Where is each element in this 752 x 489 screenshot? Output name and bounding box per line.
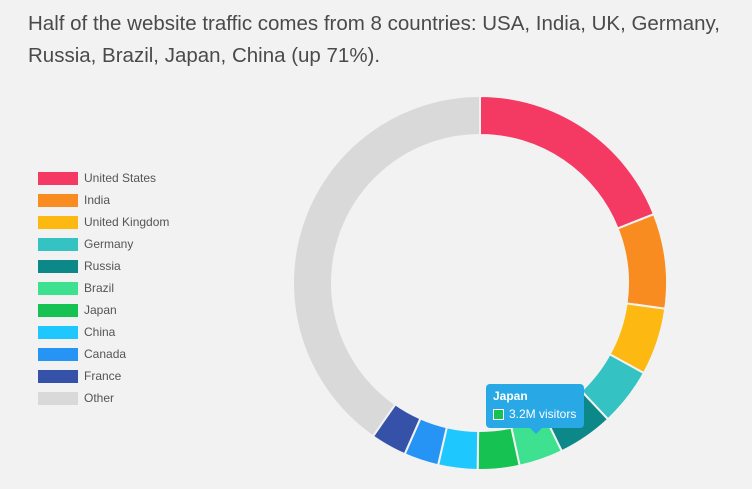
legend-swatch <box>38 281 78 295</box>
legend-item-china[interactable]: China <box>38 321 169 343</box>
legend-item-india[interactable]: India <box>38 189 169 211</box>
tooltip-title: Japan <box>493 389 528 403</box>
tooltip-caret <box>530 428 542 434</box>
slice-india[interactable] <box>616 212 668 310</box>
tooltip-row: 3.2M visitors <box>493 407 576 421</box>
legend-swatch <box>38 369 78 383</box>
legend-label: India <box>84 193 111 207</box>
legend-item-other[interactable]: Other <box>38 387 169 409</box>
legend-item-canada[interactable]: Canada <box>38 343 169 365</box>
legend-item-united-kingdom[interactable]: United Kingdom <box>38 211 169 233</box>
legend-swatch <box>38 391 78 405</box>
legend-swatch <box>38 325 78 339</box>
legend-label: China <box>84 325 116 339</box>
legend-swatch <box>38 237 78 251</box>
legend-item-russia[interactable]: Russia <box>38 255 169 277</box>
legend-item-germany[interactable]: Germany <box>38 233 169 255</box>
tooltip-swatch <box>493 408 504 420</box>
legend-label: Russia <box>84 259 121 273</box>
legend-swatch <box>38 193 78 207</box>
legend-label: Brazil <box>84 281 115 295</box>
legend-label: Other <box>84 391 115 405</box>
chart-title: Half of the website traffic comes from 8… <box>28 12 720 67</box>
legend-swatch <box>38 259 78 273</box>
chart-legend: United States India United Kingdom Germany R… <box>38 167 169 409</box>
legend-label: Canada <box>84 347 127 361</box>
legend-label: United Kingdom <box>84 215 170 229</box>
chart-tooltip: Japan 3.2M visitors <box>486 384 584 434</box>
legend-item-brazil[interactable]: Brazil <box>38 277 169 299</box>
legend-swatch <box>38 303 78 317</box>
legend-swatch <box>38 347 78 361</box>
legend-item-france[interactable]: France <box>38 365 169 387</box>
legend-label: Japan <box>84 303 117 317</box>
legend-item-united-states[interactable]: United States <box>38 167 169 189</box>
slice-japan[interactable] <box>476 426 521 471</box>
legend-item-japan[interactable]: Japan <box>38 299 169 321</box>
tooltip-value: 3.2M visitors <box>509 407 577 421</box>
legend-label: Germany <box>84 237 134 251</box>
legend-label: France <box>84 369 122 383</box>
legend-label: United States <box>84 171 157 185</box>
legend-swatch <box>38 215 78 229</box>
slice-united-states[interactable] <box>479 94 656 230</box>
slice-other[interactable] <box>292 94 481 438</box>
legend-swatch <box>38 171 78 185</box>
